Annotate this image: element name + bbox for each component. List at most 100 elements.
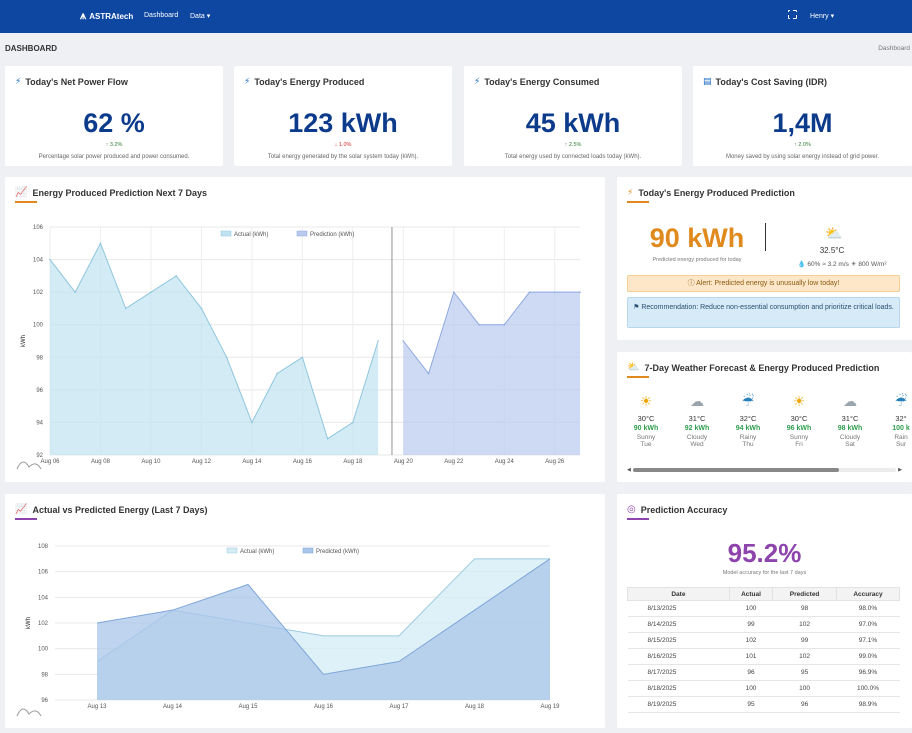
- data-point: [553, 291, 556, 293]
- data-point: [301, 356, 304, 359]
- x-tick-label: Aug 12: [192, 459, 212, 465]
- table-cell: 100: [729, 680, 773, 697]
- breadcrumb[interactable]: Dashboard: [878, 45, 910, 52]
- mini-chart-icon: [16, 708, 42, 717]
- legend-label: Actual (kWh): [234, 232, 268, 238]
- table-cell: 8/17/2025: [627, 664, 730, 681]
- table-cell: 8/19/2025: [627, 696, 730, 713]
- money-icon: ▤: [703, 76, 712, 86]
- x-tick-label: Aug 14: [242, 459, 262, 465]
- y-axis-label: kWh: [21, 335, 27, 347]
- forecast-day-name: Tue: [640, 441, 652, 448]
- forecast-day: ☔ 32° 100 k Rain Sur: [881, 392, 912, 448]
- kpi-value: 123 kWh: [288, 108, 398, 138]
- bolt-icon: ⚡: [244, 76, 251, 86]
- forecast-condition: Cloudy: [686, 434, 708, 441]
- table-row: 8/17/2025 96 95 96.9%: [627, 664, 900, 681]
- sun-cloud-icon: ⛅: [627, 362, 640, 373]
- y-axis-label: kWh: [26, 617, 32, 629]
- forecast-energy: 100 k: [892, 425, 910, 432]
- table-row: 8/14/2025 99 102 97.0%: [627, 616, 900, 633]
- x-tick-label: Aug 18: [343, 459, 363, 465]
- kpi-card-energy-produced: ⚡ Today's Energy Produced 123 kWh ↓ 1.0% …: [234, 66, 452, 166]
- table-cell: 99: [729, 616, 773, 633]
- kpi-description: Total energy used by connected loads tod…: [504, 154, 642, 160]
- data-point: [453, 291, 455, 293]
- x-tick-label: Aug 18: [465, 704, 485, 710]
- predicted-energy-label: Predicted energy produced for today: [652, 257, 742, 263]
- forecast-temp: 32°C: [739, 414, 757, 423]
- title-underline: [627, 201, 649, 203]
- y-tick-label: 98: [41, 672, 48, 678]
- rain-icon: ☔: [894, 393, 908, 409]
- today-prediction-card: ⚡ Today's Energy Produced Prediction 90 k…: [617, 177, 912, 340]
- data-point: [251, 421, 253, 424]
- series-area: [50, 243, 379, 455]
- accuracy-value: 95.2%: [727, 538, 802, 568]
- legend-swatch: [220, 230, 232, 237]
- y-tick-label: 106: [38, 570, 49, 576]
- forecast-temp: 30°C: [790, 414, 808, 423]
- data-point: [326, 437, 329, 440]
- data-point: [124, 307, 127, 310]
- low-energy-alert: ⓘ Alert: Predicted energy is unusually l…: [627, 275, 900, 292]
- scrollbar-thumb[interactable]: [633, 468, 839, 472]
- data-point: [150, 291, 152, 293]
- data-point: [225, 356, 228, 359]
- data-point: [503, 323, 506, 326]
- kpi-card-cost-saving: ▤ Today's Cost Saving (IDR) 1,4M ↑ 2.0% M…: [693, 66, 912, 166]
- scroll-left-icon[interactable]: ◀: [627, 467, 631, 473]
- forecast-day-name: Fri: [795, 441, 803, 448]
- scroll-right-icon[interactable]: ▶: [898, 467, 902, 473]
- forecast-day: ☀ 30°C 90 kWh Sunny Tue: [626, 392, 666, 448]
- table-cell: 96.9%: [836, 664, 900, 681]
- kpi-description: Total energy generated by the solar syst…: [267, 154, 419, 160]
- table-cell: 100.0%: [836, 680, 900, 697]
- data-point: [478, 323, 480, 326]
- x-tick-label: Aug 10: [141, 459, 161, 465]
- sun-icon: ☀: [792, 393, 806, 409]
- table-header: Date: [627, 587, 730, 601]
- recommendation-box: ⚑ Recommendation: Reduce non-essential c…: [627, 297, 900, 328]
- table-cell: 8/15/2025: [627, 632, 730, 649]
- y-tick-label: 96: [41, 698, 48, 704]
- page-title: DASHBOARD: [5, 44, 57, 53]
- forecast-energy: 92 kWh: [684, 425, 710, 432]
- table-header: Actual: [728, 587, 774, 601]
- kpi-change: ↑ 3.2%: [105, 142, 123, 148]
- forecast-day: ☁ 31°C 98 kWh Cloudy Sat: [830, 392, 870, 448]
- nav-dashboard[interactable]: Dashboard: [144, 12, 179, 19]
- kpi-value: 1,4M: [772, 108, 833, 138]
- table-cell: 96: [729, 664, 773, 681]
- actual-vs-predicted-chart[interactable]: 96 98 100 102 104 106 108 Aug 13 Aug 14 Aug 15 Aug…: [5, 494, 605, 728]
- kpi-change: ↑ 2.0%: [794, 142, 811, 148]
- x-tick-label: Aug 20: [394, 459, 414, 465]
- table-cell: 98.0%: [836, 600, 900, 617]
- table-cell: 99.0%: [836, 648, 900, 665]
- horizontal-scrollbar[interactable]: ◀ ▶: [627, 467, 902, 473]
- legend-swatch: [226, 547, 238, 554]
- forecast-condition: Cloudy: [839, 434, 861, 441]
- cloud-icon: ☁: [843, 393, 857, 409]
- data-point: [377, 340, 379, 342]
- temperature: 32.5°C: [819, 246, 845, 255]
- user-menu[interactable]: Henry ▾: [810, 13, 835, 20]
- table-cell: 8/16/2025: [627, 648, 730, 665]
- y-tick-label: 104: [38, 595, 49, 601]
- forecast-temp: 32°: [895, 414, 907, 423]
- prediction-chart[interactable]: 92 94 96 98 100 102 104 106 Aug 06 Aug 08 Aug 10 Au…: [5, 177, 605, 477]
- nav-data-dropdown[interactable]: Data ▾: [190, 13, 211, 20]
- kpi-card-net-power: ⚡ Today's Net Power Flow 62 % ↑ 3.2% Perc…: [5, 66, 223, 166]
- y-tick-label: 96: [36, 388, 43, 394]
- forecast-temp: 31°C: [841, 414, 859, 423]
- brand-logo[interactable]: ⩚ ASTRAtech: [80, 10, 134, 22]
- kpi-value: 62 %: [83, 108, 145, 138]
- series-line: [49, 242, 379, 440]
- accuracy-table: Date Actual Predicted Accuracy 8/13/2025 100…: [627, 587, 901, 713]
- forecast-energy: 96 kWh: [786, 425, 812, 432]
- x-tick-label: Aug 08: [91, 459, 111, 465]
- fullscreen-icon[interactable]: [787, 9, 797, 19]
- bolt-icon: ⚡: [627, 187, 634, 197]
- forecast-condition: Rainy: [739, 434, 757, 441]
- table-cell: 100: [772, 680, 837, 697]
